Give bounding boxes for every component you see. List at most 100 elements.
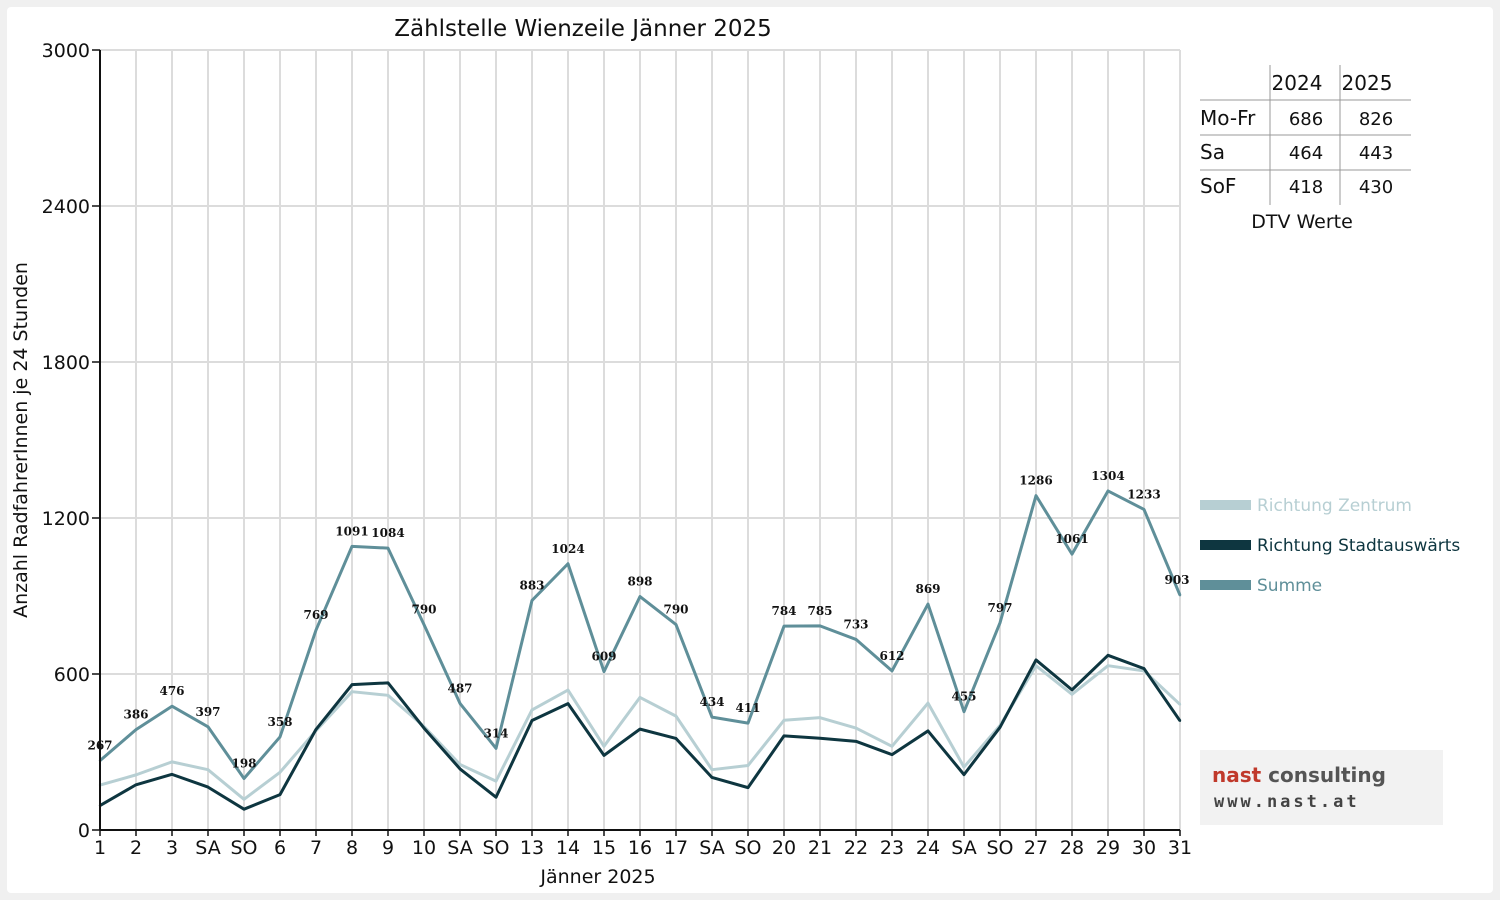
x-tick-label: 17 <box>664 837 688 859</box>
series-point <box>1178 594 1182 597</box>
x-tick-label: SO <box>986 837 1013 859</box>
nast-consulting-logo: nast consulting www.nast.at <box>1200 750 1443 825</box>
data-label: 612 <box>879 649 904 663</box>
series-point <box>638 696 642 699</box>
series-point <box>314 628 318 632</box>
x-tick-label: 23 <box>880 837 904 859</box>
series-point <box>1070 688 1074 692</box>
table-column-header: 2025 <box>1342 71 1393 95</box>
x-tick-label: 16 <box>628 837 652 859</box>
x-tick-label: SA <box>699 837 724 859</box>
data-label: 769 <box>303 608 328 622</box>
chart-panel <box>7 7 1493 893</box>
x-tick-label: SO <box>230 837 257 859</box>
y-tick-label: 1200 <box>42 508 90 530</box>
series-point <box>422 726 426 730</box>
x-tick-label: 24 <box>916 837 940 859</box>
series-point <box>602 754 606 757</box>
series-point <box>998 726 1002 729</box>
x-tick-label: 9 <box>382 837 394 859</box>
series-point <box>854 726 858 730</box>
series-point <box>494 747 498 750</box>
series-point <box>1070 693 1074 696</box>
series-point <box>962 710 966 713</box>
series-point <box>134 773 138 777</box>
data-label: 1084 <box>371 526 404 540</box>
series-point <box>962 765 966 769</box>
x-tick-label: 28 <box>1060 837 1084 859</box>
series-point <box>1070 552 1074 556</box>
data-label: 784 <box>771 604 796 618</box>
series-point <box>350 683 354 686</box>
y-tick-label: 600 <box>54 664 90 686</box>
data-label: 397 <box>195 705 220 719</box>
series-point <box>278 793 282 796</box>
logo-name-part1: nast <box>1212 763 1262 787</box>
series-point <box>350 545 354 548</box>
logo-website: www.nast.at <box>1214 792 1360 812</box>
series-point <box>674 623 678 626</box>
x-axis-label: Jänner 2025 <box>539 866 655 888</box>
series-point <box>494 796 498 799</box>
series-point <box>278 771 282 774</box>
table-caption: DTV Werte <box>1251 211 1353 233</box>
y-tick-label: 2400 <box>42 196 90 218</box>
chart-title: Zählstelle Wienzeile Jänner 2025 <box>394 16 772 42</box>
series-point <box>818 716 822 719</box>
series-point <box>206 768 210 771</box>
series-point <box>1106 489 1110 493</box>
data-label: 797 <box>987 601 1012 615</box>
series-point <box>926 602 930 606</box>
series-point <box>566 688 570 692</box>
series-point <box>638 727 642 731</box>
data-label: 733 <box>843 617 868 631</box>
logo-company-name: nast consulting <box>1212 763 1386 787</box>
series-point <box>458 702 462 705</box>
data-label: 267 <box>87 739 112 753</box>
legend-label: Summe <box>1257 576 1322 596</box>
series-point <box>890 753 894 756</box>
table-cell-2024: 464 <box>1289 143 1323 164</box>
y-tick-label: 3000 <box>42 40 90 62</box>
series-point <box>890 745 894 748</box>
x-tick-label: 22 <box>844 837 868 859</box>
data-label: 609 <box>591 650 616 664</box>
x-tick-label: SA <box>951 837 976 859</box>
data-label: 314 <box>483 726 508 740</box>
series-point <box>458 767 462 771</box>
x-tick-label: 13 <box>520 837 544 859</box>
series-point <box>926 729 930 733</box>
y-tick-label: 0 <box>78 820 90 842</box>
table-row-label: Mo-Fr <box>1200 106 1256 130</box>
series-point <box>1178 719 1182 722</box>
data-label: 455 <box>951 690 976 704</box>
series-point <box>998 621 1002 624</box>
x-tick-label: 15 <box>592 837 616 859</box>
series-point <box>1034 658 1038 662</box>
data-label: 790 <box>411 603 436 617</box>
series-point <box>962 773 966 776</box>
logo-name-part2: consulting <box>1261 763 1386 787</box>
series-point <box>386 546 390 550</box>
series-point <box>710 776 714 779</box>
x-tick-label: 21 <box>808 837 832 859</box>
series-point <box>1178 703 1182 706</box>
legend-swatch <box>1200 580 1251 590</box>
series-point <box>242 777 246 780</box>
series-point <box>602 670 606 673</box>
series-point <box>602 745 606 748</box>
series-point <box>1034 494 1038 497</box>
data-label: 1286 <box>1019 474 1052 488</box>
table-row-label: Sa <box>1200 140 1225 164</box>
table-cell-2025: 430 <box>1359 177 1393 198</box>
series-point <box>710 768 714 771</box>
series-point <box>1106 654 1110 657</box>
legend-swatch <box>1200 540 1251 550</box>
series-point <box>206 725 210 728</box>
series-point <box>1106 664 1110 667</box>
x-tick-label: 14 <box>556 837 580 859</box>
series-point <box>746 721 750 725</box>
data-label: 1024 <box>551 542 584 556</box>
